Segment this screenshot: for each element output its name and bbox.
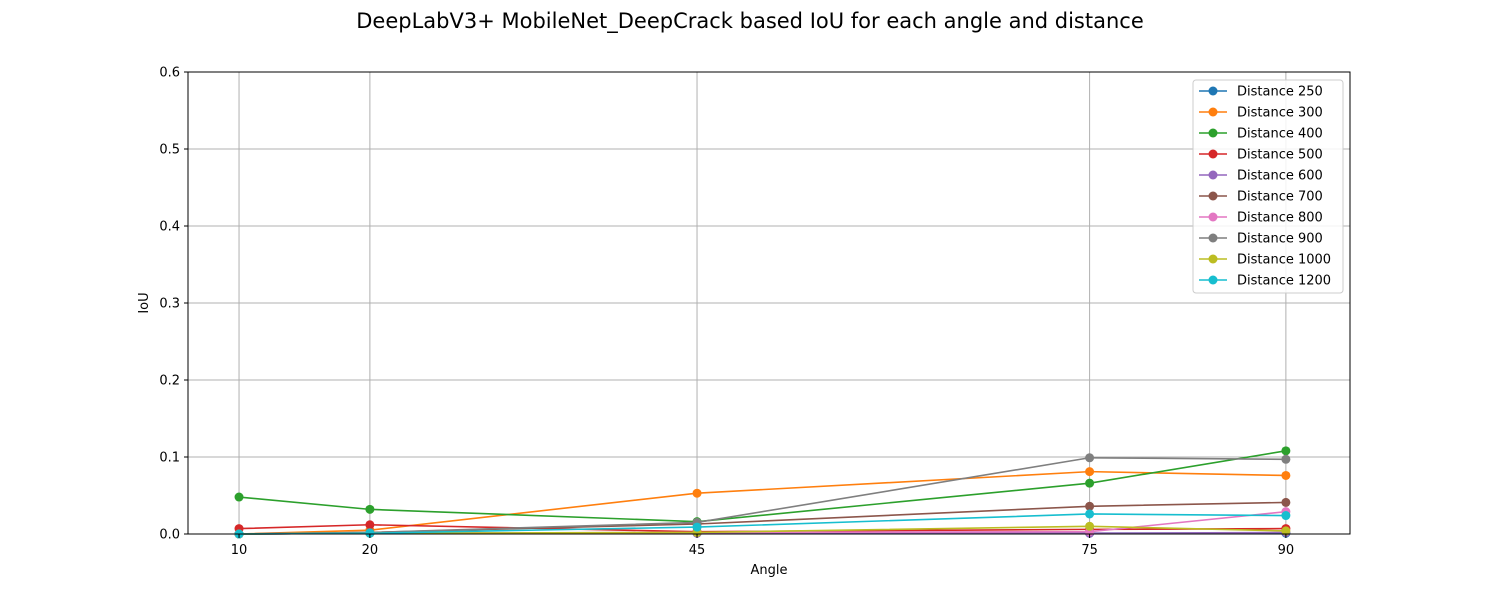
legend-item: Distance 700 bbox=[1199, 190, 1323, 205]
legend-label: Distance 250 bbox=[1237, 85, 1323, 100]
y-tick-label: 0.4 bbox=[159, 220, 180, 235]
legend-item: Distance 1000 bbox=[1199, 253, 1331, 268]
legend-item: Distance 800 bbox=[1199, 211, 1323, 226]
legend-label: Distance 400 bbox=[1237, 127, 1323, 142]
data-point bbox=[1281, 470, 1291, 480]
y-tick-label: 0.3 bbox=[159, 297, 180, 312]
data-point bbox=[692, 522, 702, 532]
legend: Distance 250 Distance 300 Distance 400 Dist… bbox=[1192, 79, 1344, 294]
legend-marker bbox=[1208, 233, 1218, 243]
x-tick-label: 45 bbox=[689, 543, 706, 558]
x-axis-label: Angle bbox=[751, 563, 788, 578]
data-point bbox=[1281, 526, 1291, 536]
legend-label: Distance 800 bbox=[1237, 211, 1323, 226]
data-point bbox=[1281, 454, 1291, 464]
legend-item: Distance 600 bbox=[1199, 169, 1323, 184]
legend-marker bbox=[1208, 128, 1218, 138]
y-tick-label: 0.2 bbox=[159, 374, 180, 389]
legend-marker bbox=[1208, 86, 1218, 96]
legend-label: Distance 1000 bbox=[1237, 253, 1331, 268]
legend-item: Distance 300 bbox=[1199, 106, 1323, 121]
y-axis-label: IoU bbox=[137, 292, 152, 313]
data-point bbox=[1085, 478, 1095, 488]
data-point bbox=[365, 504, 375, 514]
data-point bbox=[1085, 521, 1095, 531]
legend-item: Distance 900 bbox=[1199, 232, 1323, 247]
legend-item: Distance 400 bbox=[1199, 127, 1323, 142]
legend-item: Distance 250 bbox=[1199, 85, 1323, 100]
data-point bbox=[234, 492, 244, 502]
data-point bbox=[1085, 509, 1095, 519]
legend-box bbox=[1192, 79, 1344, 294]
data-point bbox=[1281, 497, 1291, 507]
data-point bbox=[365, 520, 375, 530]
legend-item: Distance 500 bbox=[1199, 148, 1323, 163]
data-point bbox=[1085, 467, 1095, 477]
chart-title: DeepLabV3+ MobileNet_DeepCrack based IoU… bbox=[356, 9, 1144, 34]
legend-label: Distance 300 bbox=[1237, 106, 1323, 121]
y-tick-label: 0.6 bbox=[159, 66, 180, 81]
data-point bbox=[1085, 453, 1095, 463]
legend-item: Distance 1200 bbox=[1199, 274, 1331, 289]
axes: 10 20 45 75 90 0.0 0.1 0.2 0.3 0.4 0.5 0.6 bbox=[159, 66, 1294, 559]
data-point bbox=[365, 528, 375, 538]
series-distance-1200 bbox=[234, 509, 1291, 539]
legend-marker bbox=[1208, 107, 1218, 117]
legend-marker bbox=[1208, 191, 1218, 201]
legend-marker bbox=[1208, 254, 1218, 264]
y-tick-label: 0.5 bbox=[159, 143, 180, 158]
data-point bbox=[1281, 511, 1291, 521]
x-tick-label: 10 bbox=[231, 543, 248, 558]
series-line bbox=[239, 456, 1286, 535]
series-lines bbox=[234, 446, 1291, 539]
legend-label: Distance 900 bbox=[1237, 232, 1323, 247]
data-point bbox=[1281, 446, 1291, 456]
legend-label: Distance 700 bbox=[1237, 190, 1323, 205]
y-tick-label: 0.0 bbox=[159, 528, 180, 543]
data-point bbox=[1085, 501, 1095, 511]
x-tick-label: 90 bbox=[1278, 543, 1295, 558]
legend-label: Distance 1200 bbox=[1237, 274, 1331, 289]
data-point bbox=[692, 488, 702, 498]
x-tick-label: 20 bbox=[362, 543, 379, 558]
x-tick-label: 75 bbox=[1081, 543, 1098, 558]
grid bbox=[188, 71, 1350, 535]
legend-label: Distance 500 bbox=[1237, 148, 1323, 163]
y-tick-label: 0.1 bbox=[159, 451, 180, 466]
legend-label: Distance 600 bbox=[1237, 169, 1323, 184]
legend-marker bbox=[1208, 275, 1218, 285]
legend-marker bbox=[1208, 170, 1218, 180]
legend-marker bbox=[1208, 212, 1218, 222]
legend-marker bbox=[1208, 149, 1218, 159]
